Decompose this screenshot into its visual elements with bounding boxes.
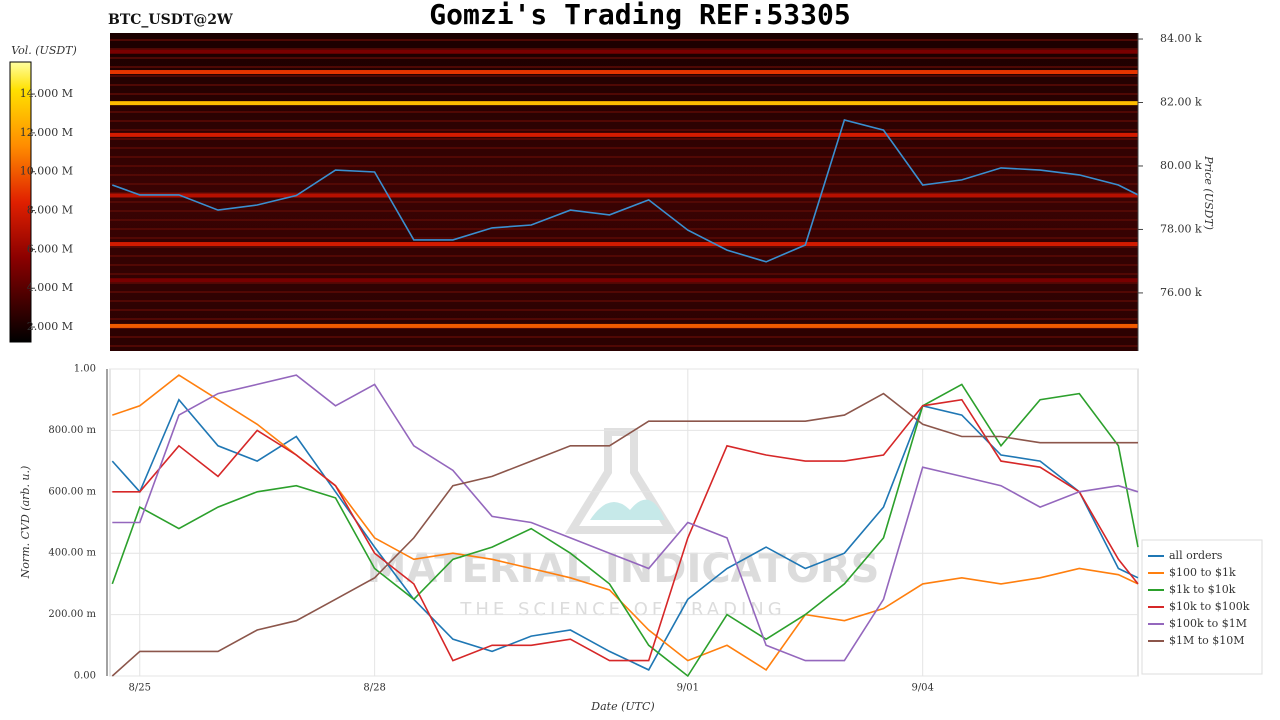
series-line	[111, 392, 1138, 677]
heat-band	[110, 242, 1138, 247]
colorbar-tick-label: 4.000 M	[27, 281, 73, 294]
x-axis-title: Date (UTC)	[590, 700, 654, 713]
y-tick-label: 400.00 m	[48, 548, 96, 559]
heat-band	[110, 101, 1138, 106]
watermark-icon	[590, 499, 665, 520]
colorbar-tick-label: 10.000 M	[20, 165, 73, 178]
legend-label: $100k to $1M	[1169, 617, 1247, 630]
series-line	[112, 374, 1139, 671]
y-tick-label: 76.00 k	[1160, 286, 1202, 299]
heat-band	[110, 49, 1138, 54]
colorbar-tick-label: 6.000 M	[27, 242, 73, 255]
y-tick-label: 600.00 m	[48, 486, 96, 497]
heat-band	[110, 70, 1138, 75]
y-tick-label: 0.00	[74, 671, 96, 682]
heatmap-texture	[110, 33, 1138, 351]
legend-label: $1k to $10k	[1169, 583, 1236, 596]
colorbar-tick-label: 2.000 M	[27, 320, 73, 333]
x-tick-label: 9/04	[911, 683, 933, 694]
series-line	[112, 374, 1139, 662]
x-tick-label: 9/01	[677, 683, 699, 694]
y-tick-label: 78.00 k	[1160, 222, 1202, 235]
heat-band	[110, 323, 1138, 328]
series-line	[112, 398, 1139, 662]
plot-area	[109, 368, 1139, 677]
colorbar-tick-label: 8.000 M	[27, 204, 73, 217]
y-tick-label: 800.00 m	[48, 425, 96, 436]
page-title: Gomzi's Trading REF:53305	[429, 0, 850, 31]
heat-band	[110, 278, 1138, 283]
colorbar-tick-label: 14.000 M	[20, 87, 73, 100]
y-axis-title: Price (USDT)	[1202, 155, 1215, 230]
legend-label: $100 to $1k	[1169, 566, 1236, 579]
colorbar-tick-label: 12.000 M	[20, 126, 73, 139]
series-line	[111, 383, 1139, 678]
y-tick-label: 1.00	[74, 364, 96, 375]
legend-label: all orders	[1169, 549, 1223, 562]
x-tick-label: 8/25	[129, 683, 151, 694]
legend-label: $1M to $10M	[1169, 634, 1245, 647]
heat-band	[110, 193, 1138, 198]
price-line	[112, 119, 1139, 263]
heat-band	[110, 132, 1138, 137]
x-tick-label: 8/28	[363, 683, 385, 694]
legend-label: $10k to $100k	[1169, 600, 1250, 613]
colorbar-title: Vol. (USDT)	[11, 44, 77, 57]
y-tick-label: 82.00 k	[1160, 96, 1202, 109]
y-tick-label: 80.00 k	[1160, 159, 1202, 172]
watermark-icon	[564, 428, 678, 534]
colorbar	[9, 61, 32, 343]
y-tick-label: 200.00 m	[48, 609, 96, 620]
y-tick-label: 84.00 k	[1160, 32, 1202, 45]
y-axis-title: Norm. CVD (arb. u.)	[19, 466, 32, 580]
subtitle: BTC_USDT@2W	[108, 12, 233, 28]
